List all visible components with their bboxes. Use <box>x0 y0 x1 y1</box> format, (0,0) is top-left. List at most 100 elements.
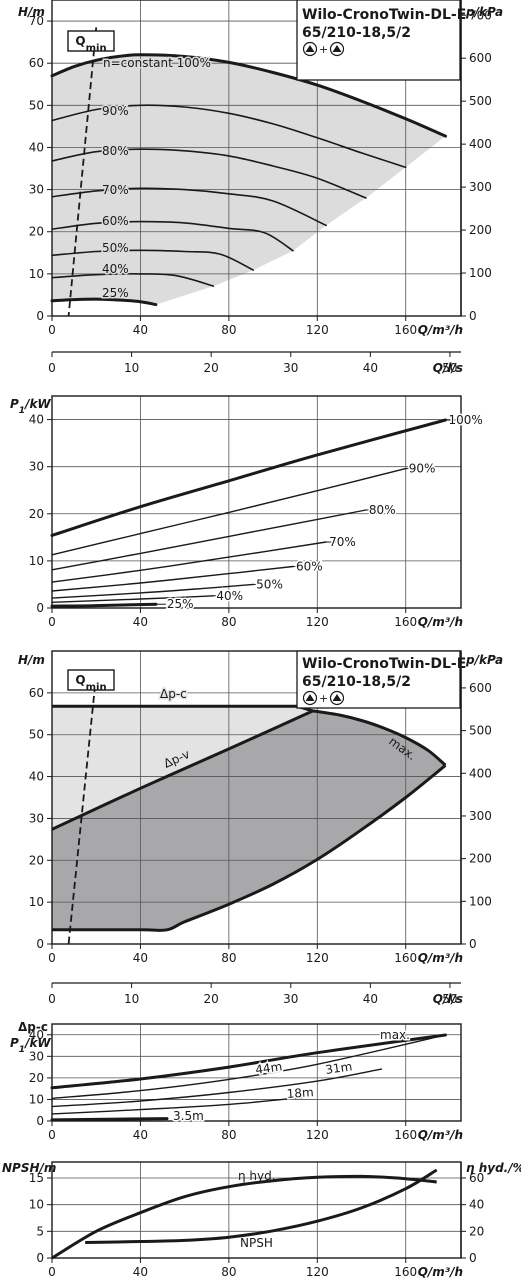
min-curve <box>52 764 447 932</box>
y-tick-label: 10 <box>29 554 44 568</box>
pump-symbol-icon <box>329 41 345 57</box>
x-tick-label: 40 <box>133 1128 148 1142</box>
x2-tick-label: 20 <box>204 992 219 1006</box>
y2-axis-title: η hyd./% <box>466 1161 521 1175</box>
y2-tick-label: 100 <box>469 266 492 280</box>
y2-axis-title: p/kPa <box>465 5 503 19</box>
x-tick-label: 80 <box>221 615 236 629</box>
y-tick-label: 10 <box>29 1092 44 1106</box>
y-axis-title: P1/kW <box>10 1036 51 1055</box>
control-power-label: 18m <box>286 1085 314 1101</box>
speed-curve-label: 70% <box>102 183 129 197</box>
y-tick-label: 10 <box>29 1198 44 1212</box>
x-axis-title: Q/m³/h <box>418 1265 463 1279</box>
x-tick-label: 160 <box>394 1265 417 1279</box>
speed-curve <box>51 220 294 252</box>
x-tick-label: 80 <box>221 1128 236 1142</box>
x-axis-title: Q/m³/h <box>418 1128 463 1142</box>
y2-tick-label: 60 <box>469 1171 484 1185</box>
control-power-chart: 0 10 20 30 40 0 40 80 120 160 Q/m³/h Δp-c P1/kW max. 4… <box>10 1020 463 1142</box>
pump-triangle-icon <box>305 694 315 701</box>
x2-tick-label: 30 <box>283 992 298 1006</box>
npsh-curve <box>85 1168 438 1244</box>
y-axis-title: P1/kW <box>10 397 51 416</box>
pump-triangle-icon <box>305 45 315 52</box>
y-tick-label: 60 <box>29 56 44 70</box>
y2-tick-label: 500 <box>469 724 492 738</box>
x2-tick-label: 30 <box>283 361 298 375</box>
y-axis-title-top: Δp-c <box>18 1020 48 1034</box>
y-tick-label: 40 <box>29 1028 44 1042</box>
x2-tick-label: 10 <box>124 361 139 375</box>
power-curve-label: 100% <box>449 413 483 427</box>
power-curve-label: 60% <box>296 560 323 574</box>
plot-frame <box>51 1023 462 1122</box>
x2-tick-label: 50 <box>442 361 457 375</box>
y2-tick-label: 400 <box>469 137 492 151</box>
power-curve-label: 40% <box>216 589 243 603</box>
x-tick-label: 0 <box>48 951 56 965</box>
power-chart: 0 10 20 30 40 0 40 80 120 160 Q/m³/h P1/kW 100% 90% 80… <box>10 395 484 629</box>
speed-curve-label: 50% <box>102 241 129 255</box>
x-tick-label: 40 <box>133 615 148 629</box>
y-tick-label: 20 <box>29 1071 44 1085</box>
pump-triangle-icon <box>332 45 342 52</box>
y2-tick-label: 100 <box>469 894 492 908</box>
y2-tick-label: 0 <box>469 937 477 951</box>
pump-triangle-icon <box>332 694 342 701</box>
y-tick-label: 30 <box>29 183 44 197</box>
x-tick-label: 80 <box>221 951 236 965</box>
x-tick-label: 0 <box>48 615 56 629</box>
x2-tick-label: 0 <box>48 992 56 1006</box>
speed-curve-label: 90% <box>102 104 129 118</box>
x-tick-label: 80 <box>221 323 236 337</box>
y-tick-label: 30 <box>29 460 44 474</box>
y2-tick-label: 200 <box>469 852 492 866</box>
qmin-line <box>67 27 98 317</box>
pump-symbol-icon <box>302 690 318 706</box>
power-curve <box>51 583 254 599</box>
power-curve <box>51 595 215 603</box>
x-axis-title: Q/m³/h <box>418 323 463 337</box>
power-curve <box>51 565 294 592</box>
y2-tick-label: 0 <box>469 1251 477 1265</box>
power-curve <box>51 467 407 556</box>
y-tick-label: 20 <box>29 507 44 521</box>
dp-v-curve <box>51 709 314 831</box>
qmin-box <box>67 30 115 52</box>
y2-tick-label: 20 <box>469 1224 484 1238</box>
x-tick-label: 0 <box>48 1265 56 1279</box>
y2-tick-label: 40 <box>469 1198 484 1212</box>
y2-tick-label: 700 <box>469 8 492 22</box>
pump-plus: + <box>319 43 328 56</box>
pump-symbol-icon <box>329 690 345 706</box>
y-tick-label: 30 <box>29 1049 44 1063</box>
x2-tick-label: 40 <box>363 992 378 1006</box>
power-curve-label: 90% <box>409 462 436 476</box>
control-power-curve <box>51 1034 447 1100</box>
y-tick-label: 40 <box>29 413 44 427</box>
speed-curve-label: n=constant 100% <box>103 56 211 70</box>
control-power-curve <box>51 1096 305 1115</box>
speed-curve <box>51 249 254 271</box>
y2-tick-label: 500 <box>469 94 492 108</box>
x-tick-label: 40 <box>133 951 148 965</box>
x-tick-label: 120 <box>306 1128 329 1142</box>
y2-tick-label: 400 <box>469 766 492 780</box>
control-power-label: 44m <box>254 1059 283 1077</box>
x2-tick-label: 40 <box>363 361 378 375</box>
x-tick-label: 0 <box>48 323 56 337</box>
x-axis-title: Q/m³/h <box>418 615 463 629</box>
x-tick-label: 0 <box>48 1128 56 1142</box>
product-model-line: 65/210-18,5/2 <box>302 25 411 41</box>
x-tick-label: 160 <box>394 323 417 337</box>
power-curve-label: 80% <box>369 503 396 517</box>
speed-curve <box>50 297 158 307</box>
dp-c-label: Δp-c <box>160 687 187 701</box>
x2-axis-title: Q/l/s <box>433 361 463 375</box>
x2-tick-label: 0 <box>48 361 56 375</box>
x2-axis-title: Q/l/s <box>433 992 463 1006</box>
product-model-line: 65/210-18,5/2 <box>302 674 411 690</box>
control-power-curve <box>50 1117 169 1122</box>
